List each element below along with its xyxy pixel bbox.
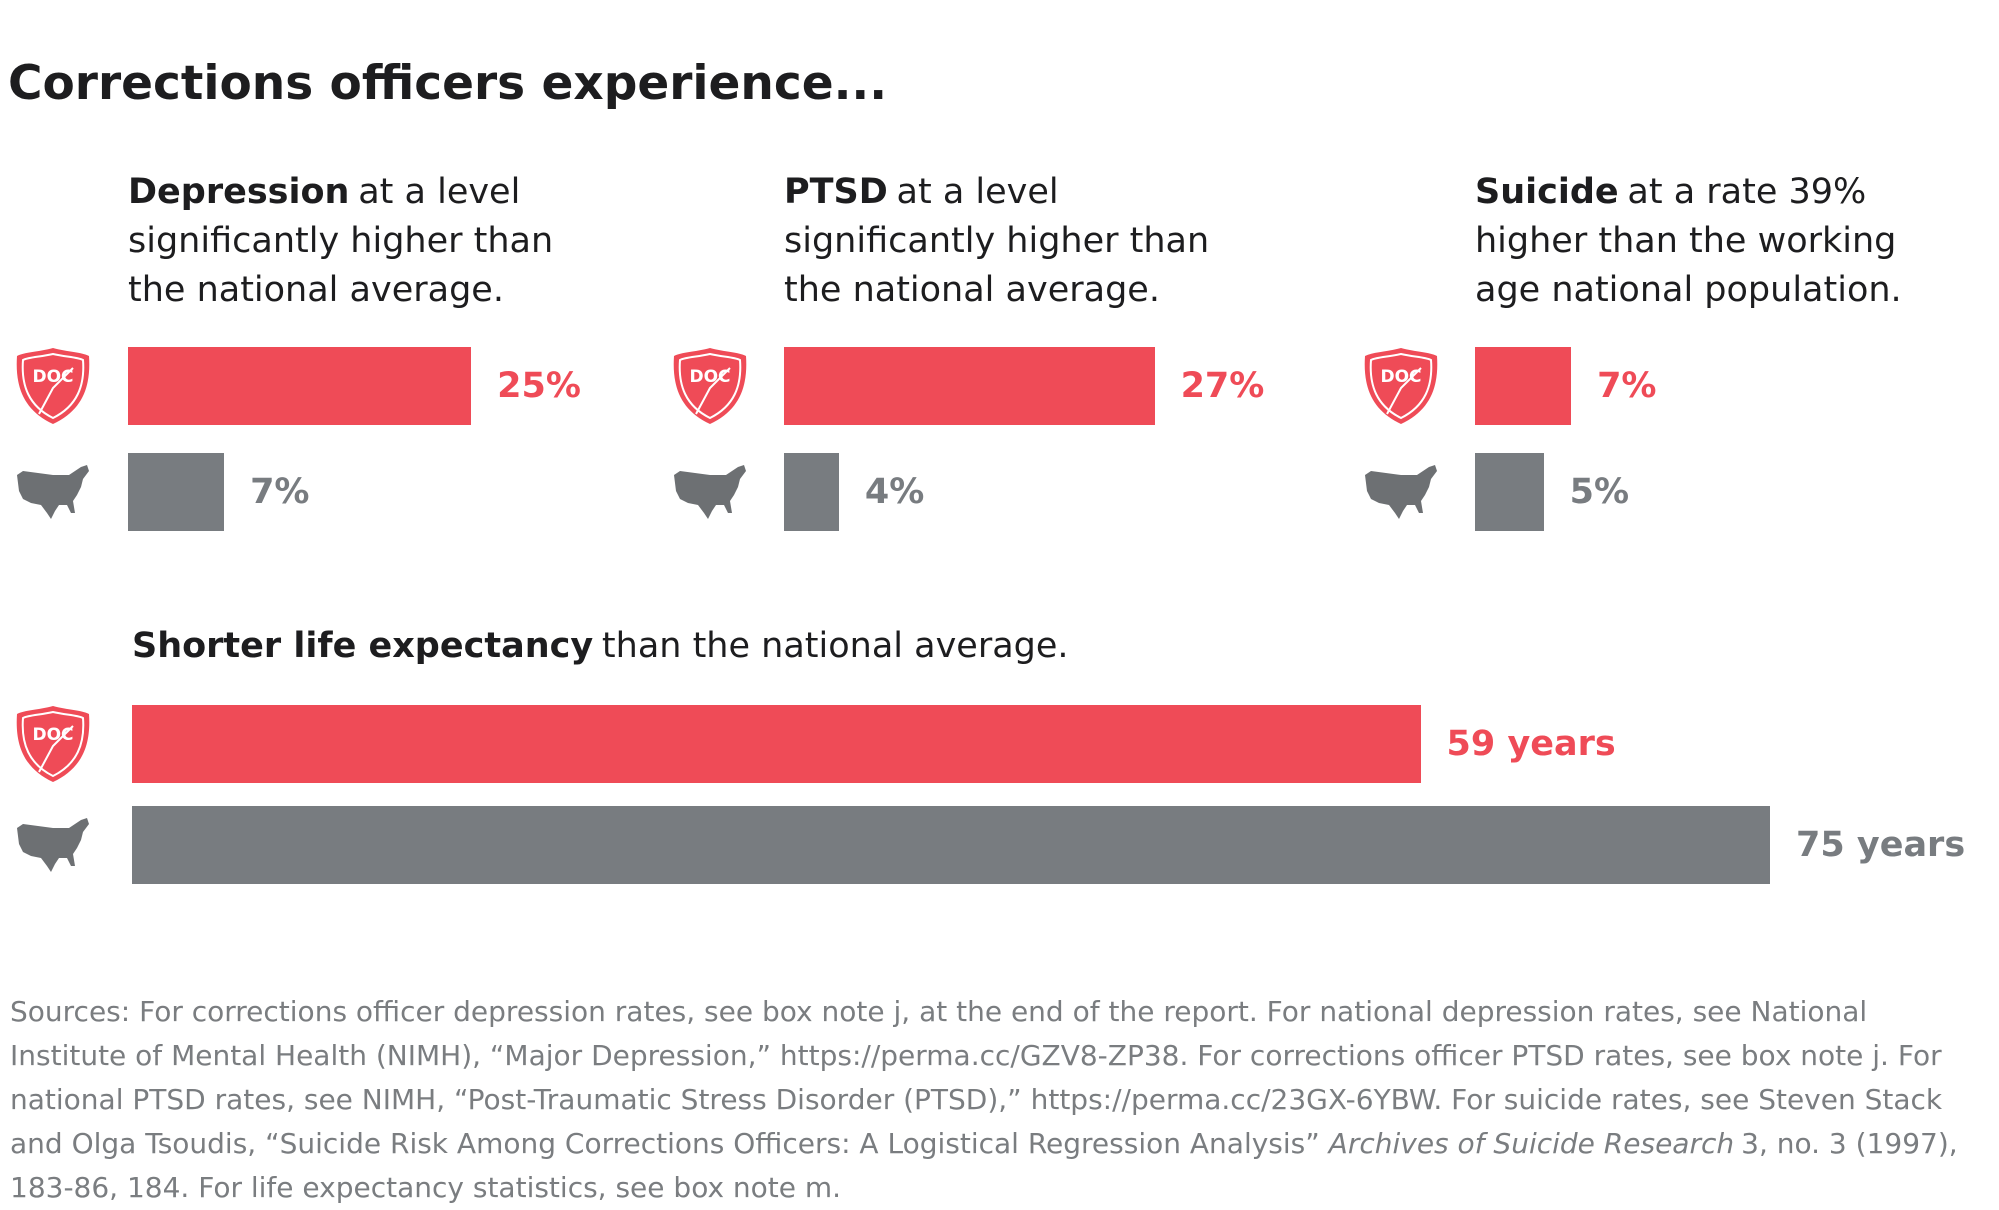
bar bbox=[784, 347, 1155, 425]
panel-title-text: at a level significantly higher than the… bbox=[784, 172, 1210, 310]
doc-shield-icon: DOC bbox=[1364, 348, 1438, 424]
page-title: Corrections officers experience... bbox=[8, 56, 888, 111]
doc-shield-icon: DOC bbox=[16, 348, 90, 424]
sources-text: 3, no. 3 (1997), 183-86, 184. For life e… bbox=[10, 1127, 1958, 1204]
value-label: 7% bbox=[250, 472, 310, 512]
value-label: 5% bbox=[1569, 472, 1630, 512]
doc-shield-icon: DOC bbox=[16, 706, 90, 782]
icon-label: DOC bbox=[1380, 367, 1421, 387]
icon-label: DOC bbox=[689, 367, 730, 387]
bar bbox=[1475, 453, 1544, 531]
bar bbox=[132, 806, 1770, 884]
panel-title: PTSD at a level significantly higher than… bbox=[784, 168, 1254, 315]
us-map-icon bbox=[17, 465, 89, 519]
bar bbox=[128, 347, 472, 425]
panel-title: Depression at a level significantly highe… bbox=[128, 168, 598, 315]
panel-title-text: at a rate 39% higher than the working ag… bbox=[1475, 172, 1902, 310]
panel-title-bold: Shorter life expectancy bbox=[132, 626, 594, 666]
bar bbox=[1475, 347, 1572, 425]
panel-title-bold: Suicide bbox=[1475, 172, 1619, 212]
icon-label: DOC bbox=[32, 725, 73, 745]
value-label: 4% bbox=[864, 472, 925, 512]
panel-title: Shorter life expectancy than the national… bbox=[132, 622, 1532, 671]
doc-shield-icon: DOC bbox=[673, 348, 747, 424]
sources-journal: Archives of Suicide Research bbox=[1328, 1127, 1735, 1160]
panel-title: Suicide at a rate 39% higher than the wor… bbox=[1475, 168, 1945, 315]
value-label: 7% bbox=[1597, 366, 1657, 406]
panel-title-text: at a level significantly higher than the… bbox=[128, 172, 554, 310]
sources-note: Sources: For corrections officer depress… bbox=[10, 990, 1960, 1210]
bar bbox=[132, 705, 1421, 783]
value-label: 27% bbox=[1180, 366, 1265, 406]
icon-label: DOC bbox=[32, 367, 73, 387]
value-label: 25% bbox=[497, 366, 581, 406]
sources-text: Sources: For corrections officer depress… bbox=[10, 995, 1943, 1160]
bar bbox=[128, 453, 225, 531]
panel-title-bold: PTSD bbox=[784, 172, 888, 212]
value-label: 75 years bbox=[1796, 825, 1966, 865]
us-map-icon bbox=[1365, 465, 1437, 519]
bar bbox=[784, 453, 839, 531]
panel-title-text: than the national average. bbox=[601, 626, 1069, 666]
us-map-icon bbox=[674, 465, 746, 519]
panel-title-bold: Depression bbox=[128, 172, 350, 212]
value-label: 59 years bbox=[1446, 724, 1616, 764]
us-map-icon bbox=[17, 818, 89, 872]
